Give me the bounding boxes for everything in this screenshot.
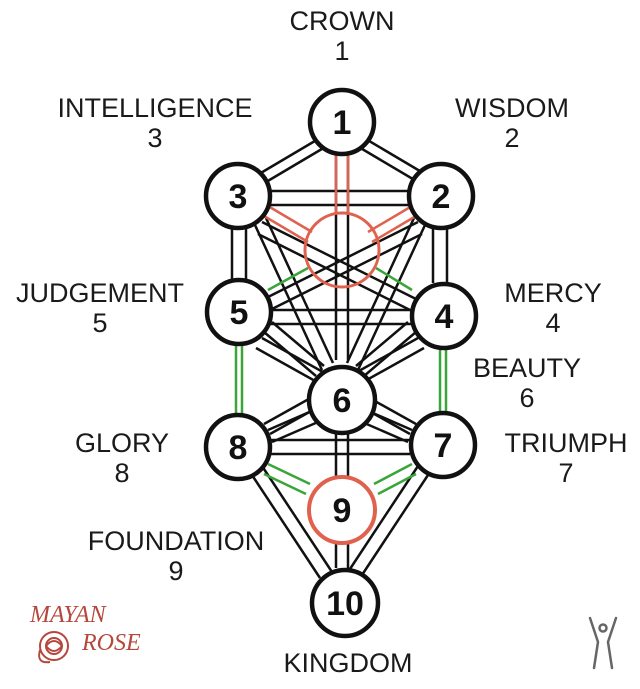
green-highlight-paths: [234, 266, 448, 496]
kingdom-label: KINGDOM: [283, 648, 412, 678]
sephirah-circle-9: [307, 475, 377, 545]
sephirah-node-8: 8: [203, 412, 273, 482]
beauty-label: BEAUTY: [473, 353, 581, 383]
green-path-7-9: [373, 462, 417, 496]
sephirah-node-4: 4: [409, 281, 479, 351]
path-3-4: [257, 220, 419, 314]
path-7-10: [346, 465, 432, 579]
judgement-number: 5: [92, 308, 107, 338]
sephirah-node-6: 6: [306, 364, 378, 436]
sephirah-number-9: 9: [333, 492, 352, 530]
sephirah-number-5: 5: [230, 294, 249, 332]
sephirah-number-8: 8: [229, 429, 248, 467]
sephirah-circle-1: [307, 87, 377, 157]
sephirah-number-4: 4: [435, 298, 454, 336]
foundation-number: 9: [168, 556, 183, 586]
mercy-number: 4: [545, 308, 560, 338]
sephirah-number-10: 10: [326, 585, 364, 623]
red-path-2-daath: [367, 204, 417, 244]
sephirah-circle-6: [306, 364, 378, 436]
sephirah-circle-8: [203, 412, 273, 482]
glory-label: GLORY: [75, 428, 169, 458]
red-path-3-daath: [263, 204, 313, 244]
green-path-4-daath: [375, 266, 413, 292]
daath-ring: [303, 211, 381, 289]
mercy-label: MERCY: [504, 278, 602, 308]
path-2-5: [261, 220, 423, 314]
crown-number: 1: [334, 36, 349, 66]
path-2-6: [345, 217, 427, 371]
path-6-9: [334, 432, 350, 478]
green-path-8-9: [263, 462, 311, 496]
beauty-number: 6: [519, 383, 534, 413]
sephirah-node-7: 7: [408, 410, 478, 480]
path-9-10: [334, 540, 350, 568]
judgement-label: JUDGEMENT: [16, 278, 184, 308]
sephirah-circle-10: [309, 567, 381, 639]
sephirah-number-7: 7: [434, 427, 453, 465]
path-2-4: [431, 226, 449, 283]
sephirah-circle-5: [204, 277, 274, 347]
mayan-rose-logo: MAYAN ROSE: [29, 602, 141, 664]
sephirah-circle-2: [406, 161, 476, 231]
sephirot: 1 2 3 4 5 6 7 8 9 10: [203, 87, 479, 639]
logo-line1: MAYAN: [29, 602, 108, 628]
path-3-6: [253, 217, 335, 371]
path-3-5: [230, 226, 248, 283]
glory-number: 8: [114, 458, 129, 488]
tree-paths: [230, 133, 449, 579]
path-1-3: [253, 133, 333, 187]
red-path-1-daath: [334, 152, 350, 212]
rose-icon: [38, 631, 69, 664]
triumph-number: 7: [558, 458, 573, 488]
sephirah-number-3: 3: [229, 178, 248, 216]
crown-label: CROWN: [290, 6, 395, 36]
sephirah-node-1: 1: [307, 87, 377, 157]
red-highlight-paths: [263, 152, 417, 289]
path-5-4: [268, 308, 412, 326]
sephirah-circle-3: [203, 161, 273, 231]
sephirah-node-5: 5: [204, 277, 274, 347]
path-1-2: [351, 133, 431, 187]
wisdom-label: WISDOM: [455, 93, 569, 123]
green-path-5-daath: [267, 266, 309, 292]
green-path-4-7: [438, 344, 448, 418]
sephirah-circle-7: [408, 410, 478, 480]
sephirah-number-2: 2: [432, 178, 451, 216]
path-1-6: [334, 148, 350, 360]
sephirah-node-10: 10: [309, 567, 381, 639]
figure-glyph-icon: [588, 616, 618, 670]
wisdom-number: 2: [504, 123, 519, 153]
sephirah-node-2: 2: [406, 161, 476, 231]
path-8-10: [248, 465, 334, 579]
green-path-5-8: [234, 344, 244, 418]
path-8-7: [270, 438, 410, 456]
sephirah-circle-4: [409, 281, 479, 351]
intelligence-label: INTELLIGENCE: [57, 93, 252, 123]
sephirah-node-9: 9: [307, 475, 377, 545]
sephirah-node-3: 3: [203, 161, 273, 231]
path-3-2: [268, 189, 412, 207]
sephirah-number-1: 1: [333, 104, 352, 142]
logo-line2: ROSE: [81, 630, 141, 656]
intelligence-number: 3: [147, 123, 162, 153]
foundation-label: FOUNDATION: [88, 526, 265, 556]
triumph-label: TRIUMPH: [505, 428, 628, 458]
sephirah-number-6: 6: [333, 382, 352, 420]
